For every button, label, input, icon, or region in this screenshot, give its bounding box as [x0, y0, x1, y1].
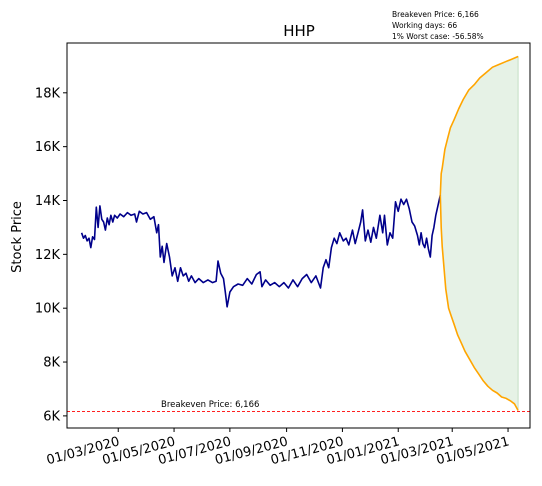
chart-title: HHP: [283, 22, 315, 40]
upper-band-line: [439, 55, 519, 196]
projection-fill: [439, 55, 519, 411]
info-line-2: Working days: 66: [392, 21, 457, 30]
y-tick-label: 12K: [35, 248, 61, 263]
y-tick-label: 14K: [35, 194, 61, 209]
y-axis-label: Stock Price: [10, 201, 25, 273]
y-tick-label: 8K: [43, 356, 60, 371]
lower-band-line: [439, 195, 519, 411]
y-tick-label: 18K: [35, 86, 61, 101]
y-tick-label: 10K: [35, 302, 61, 317]
y-tick-label: 16K: [35, 140, 61, 155]
breakeven-label: Breakeven Price: 6,166: [161, 400, 259, 410]
price-line: [80, 194, 442, 308]
plot-area: 6K8K10K12K14K16K18K01/03/202001/05/20200…: [35, 42, 531, 468]
plot-frame: [66, 42, 531, 429]
y-tick-label: 6K: [43, 409, 60, 424]
info-line-3: 1% Worst case: -56.58%: [392, 32, 484, 41]
info-line-1: Breakeven Price: 6,166: [392, 10, 479, 19]
